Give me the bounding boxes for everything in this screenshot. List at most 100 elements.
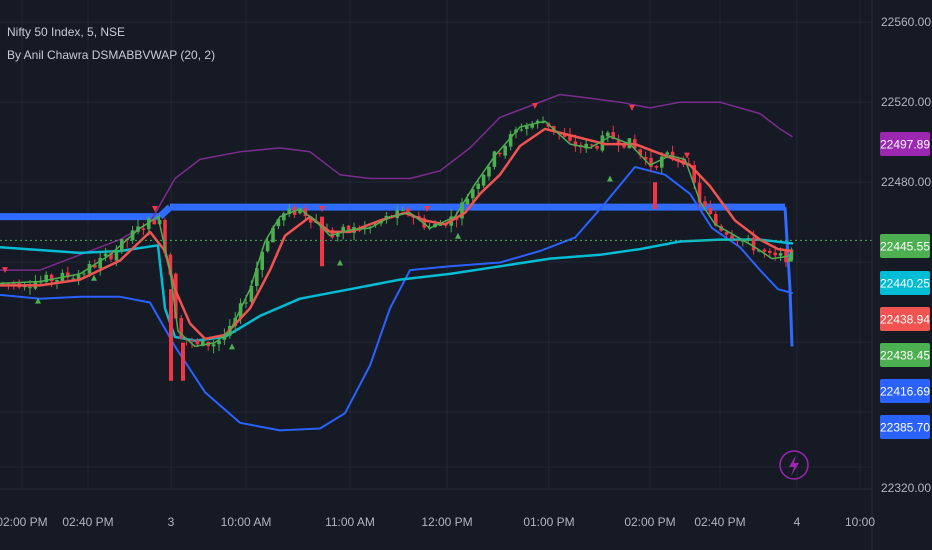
- candle: [217, 339, 221, 352]
- candle: [287, 203, 291, 218]
- candle-body: [103, 253, 108, 257]
- candle-body: [653, 182, 657, 210]
- fast-line: [0, 120, 793, 348]
- candle-body: [660, 156, 664, 168]
- candle-body: [287, 208, 291, 215]
- candle-body: [346, 225, 351, 232]
- candle-body: [595, 145, 599, 149]
- candle-body: [201, 340, 205, 346]
- sma-line: [0, 127, 794, 341]
- x-tick-label: 10:00 AM: [221, 515, 272, 529]
- lightning-bolt: [789, 455, 799, 476]
- x-tick-label: 3: [168, 515, 175, 529]
- candle-body: [114, 250, 119, 261]
- symbol-legend[interactable]: Nifty 50 Index, 5, NSE: [7, 25, 126, 39]
- candle-body: [530, 124, 534, 128]
- vwap-line: [0, 238, 794, 342]
- price-badge-value: 22497.89: [880, 138, 930, 152]
- price-badge-value: 22438.45: [880, 349, 930, 363]
- candle-body: [519, 129, 524, 131]
- buy-marker-2: [229, 343, 235, 350]
- candle-body: [195, 340, 200, 345]
- candle-body: [265, 241, 270, 252]
- candle: [530, 121, 534, 130]
- candle: [697, 176, 702, 209]
- candle-body: [141, 228, 146, 230]
- indicator-legend[interactable]: By Anil Chawra DSMABBVWAP (20, 2): [7, 48, 216, 62]
- upper-line: [0, 93, 793, 271]
- price-badge: 22385.70: [880, 415, 930, 439]
- candle-body: [55, 280, 59, 282]
- candle: [76, 269, 81, 286]
- sell-marker-6: [684, 152, 690, 159]
- candle: [584, 139, 588, 153]
- candle-body: [179, 318, 183, 339]
- candle: [330, 227, 335, 240]
- candle-body: [169, 289, 173, 381]
- sell-marker-4: [532, 102, 538, 109]
- candle: [476, 178, 480, 195]
- x-tick-label: 02:40 PM: [694, 515, 745, 529]
- price-badge: 22497.89: [880, 132, 930, 156]
- candle-notable-2: [181, 342, 185, 381]
- price-badge-bg: [880, 343, 930, 367]
- price-badge: 22438.94: [880, 307, 930, 331]
- candle-body: [255, 268, 259, 286]
- candle: [730, 230, 734, 240]
- candle: [503, 145, 507, 159]
- candle-body: [76, 275, 81, 281]
- candle-body: [271, 227, 275, 243]
- candle-body: [714, 214, 718, 226]
- candle-body: [87, 264, 92, 274]
- candle-body: [616, 140, 621, 146]
- candle-body: [476, 183, 480, 189]
- buy-marker-3: [337, 259, 343, 266]
- sell-marker-0: [2, 267, 8, 274]
- price-badge: 22445.55: [880, 234, 930, 258]
- candle-body: [66, 272, 70, 278]
- candle-body: [276, 219, 281, 227]
- price-axis[interactable]: 22560.00 22520.00 22480.00 22320.00: [871, 0, 931, 550]
- candle-body: [222, 335, 227, 340]
- time-axis[interactable]: 02:00 PM 02:40 PM 3 10:00 AM 11:00 AM 12:00 P…: [0, 488, 875, 529]
- lower-line: [0, 166, 793, 432]
- price-badge-value: 22445.55: [880, 240, 930, 254]
- candle-body: [336, 233, 340, 237]
- candle-body: [606, 132, 610, 137]
- candle-body: [481, 174, 486, 186]
- candle: [746, 235, 750, 243]
- candle-body: [44, 274, 48, 283]
- grid-lines: [0, 0, 872, 488]
- candle-body: [622, 144, 626, 148]
- candle: [481, 173, 486, 189]
- candle-body: [282, 213, 286, 221]
- buy-marker-0: [35, 297, 41, 304]
- candle-body: [260, 251, 264, 270]
- candle-body: [746, 238, 750, 240]
- price-badge-value: 22385.70: [880, 421, 930, 435]
- sell-marker-3: [424, 206, 430, 213]
- indicator-bands: [0, 93, 794, 432]
- candle-notable-1: [320, 216, 324, 267]
- candle-body: [638, 149, 642, 156]
- candle: [66, 266, 70, 283]
- price-badge-value: 22438.94: [880, 313, 930, 327]
- candle: [265, 235, 270, 253]
- candle-body: [643, 156, 648, 160]
- signal-markers: [2, 102, 793, 350]
- sell-marker-1: [152, 206, 158, 213]
- candle-body: [708, 207, 713, 214]
- candle-body: [654, 166, 659, 168]
- candle-body: [589, 144, 594, 146]
- buy-marker-6: [787, 255, 793, 262]
- price-badge: 22416.69: [880, 379, 930, 403]
- candle: [109, 250, 113, 263]
- lightning-circle: [779, 450, 809, 480]
- candle-body: [298, 208, 302, 214]
- y-tick-label: 22320.00: [881, 481, 931, 495]
- candle-body: [487, 166, 491, 177]
- lightning-icon[interactable]: [779, 450, 809, 480]
- price-badge-bg: [880, 415, 930, 439]
- candle: [498, 151, 502, 157]
